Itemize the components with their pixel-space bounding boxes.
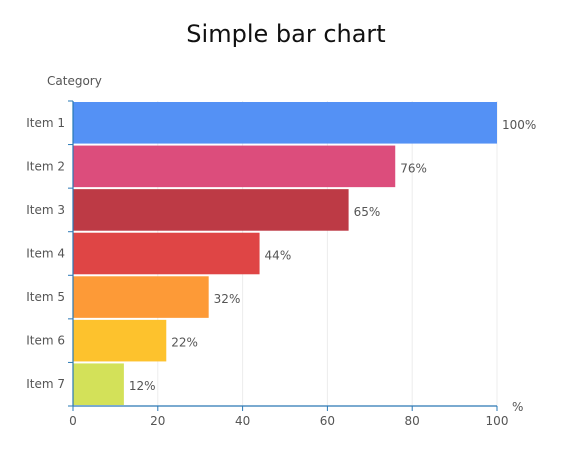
data-label: 44%	[265, 249, 292, 263]
chart-title: Simple bar chart	[186, 20, 385, 48]
data-label: 65%	[354, 205, 381, 219]
data-label: 32%	[214, 292, 241, 306]
data-label: 12%	[129, 379, 156, 393]
bar[interactable]	[73, 145, 396, 188]
bar[interactable]	[73, 319, 167, 362]
bar[interactable]	[73, 363, 124, 405]
bar[interactable]	[73, 189, 349, 231]
y-tick-label: Item 7	[26, 377, 65, 391]
y-tick-label: Item 4	[26, 247, 65, 261]
x-tick-label: 0	[69, 414, 77, 428]
y-axis-name: Category	[47, 74, 102, 88]
x-tick-label: 20	[150, 414, 165, 428]
y-tick-label: Item 5	[26, 290, 65, 304]
bar[interactable]	[73, 102, 497, 144]
x-tick-label: 40	[235, 414, 250, 428]
bar[interactable]	[73, 276, 209, 318]
y-tick-label: Item 1	[26, 116, 65, 130]
axes: 0 20 40 60 80 100 Item 1 Item 2 Item 3 Item 4 Item…	[26, 100, 509, 428]
x-axis-name: %	[512, 400, 523, 414]
x-tick-label: 60	[320, 414, 335, 428]
bars	[73, 102, 497, 405]
data-label: 100%	[502, 118, 536, 132]
x-tick-label: 100	[486, 414, 509, 428]
data-label: 76%	[400, 161, 427, 175]
y-tick-label: Item 3	[26, 203, 65, 217]
y-tick-label: Item 2	[26, 159, 65, 173]
bar[interactable]	[73, 232, 260, 275]
x-tick-label: 80	[405, 414, 420, 428]
data-labels: 100% 76% 65% 44% 32% 22% 12%	[129, 118, 536, 393]
y-tick-label: Item 6	[26, 334, 65, 348]
data-label: 22%	[171, 336, 198, 350]
